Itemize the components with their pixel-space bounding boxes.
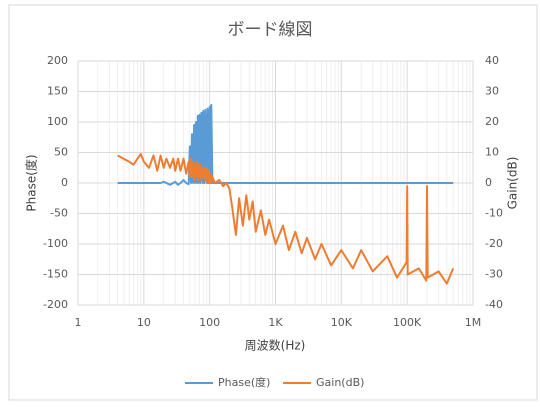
y-tick-label: 100	[47, 115, 68, 128]
y2-tick-label: 20	[485, 115, 499, 128]
y-tick-label: -50	[50, 207, 68, 220]
y2-tick-label: -40	[485, 298, 503, 311]
y-tick-label: -200	[43, 298, 68, 311]
y2-tick-label: 0	[485, 176, 492, 189]
y2-tick-label: 10	[485, 146, 499, 159]
x-tick-label: 1M	[465, 316, 482, 329]
x-tick-label: 10	[137, 316, 151, 329]
x-tick-label: 100	[199, 316, 220, 329]
chart-frame	[8, 4, 538, 401]
x-tick-label: 100K	[393, 316, 422, 329]
legend-label: Gain(dB)	[316, 376, 364, 389]
y-tick-label: 50	[54, 146, 68, 159]
x-tick-label: 1K	[268, 316, 283, 329]
x-tick-label: 1	[75, 316, 82, 329]
chart-title: ボード線図	[228, 20, 313, 40]
y-tick-label: 200	[47, 54, 68, 67]
y2-tick-label: 40	[485, 54, 499, 67]
x-tick-label: 10K	[331, 316, 353, 329]
y-tick-label: -150	[43, 268, 68, 281]
series-line	[117, 153, 455, 285]
y2-tick-label: 30	[485, 85, 499, 98]
x-axis-label: 周波数(Hz)	[245, 338, 306, 353]
y-axis-label: Phase(度)	[24, 154, 39, 211]
y-tick-label: -100	[43, 237, 68, 250]
legend-label: Phase(度)	[218, 375, 270, 389]
y-tick-label: 150	[47, 85, 68, 98]
series-line	[117, 103, 454, 186]
y2-axis-label: Gain(dB)	[506, 157, 520, 210]
y2-tick-label: -30	[485, 268, 503, 281]
y2-tick-label: -10	[485, 207, 503, 220]
y2-tick-label: -20	[485, 237, 503, 250]
y-tick-label: 0	[61, 176, 68, 189]
